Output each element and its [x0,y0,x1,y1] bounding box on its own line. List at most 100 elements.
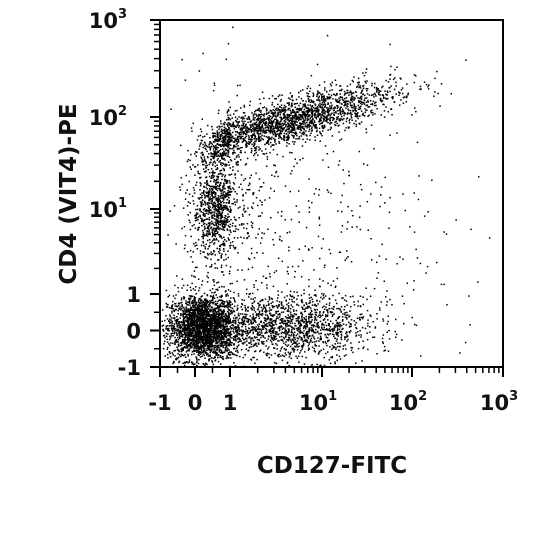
data-point [204,323,206,325]
data-point [209,315,211,318]
data-point [194,316,196,319]
data-point [187,330,190,332]
data-point [208,228,210,231]
data-point [329,333,331,335]
data-point [286,295,288,297]
data-point [180,321,183,323]
data-point [221,305,224,307]
data-point [308,123,310,125]
data-point [233,347,235,350]
data-point [257,313,259,316]
data-point [173,309,175,312]
data-point [285,307,287,309]
data-point [231,312,233,315]
data-point [326,309,329,311]
data-point [203,321,206,323]
data-point [298,345,300,348]
data-point [199,342,202,344]
data-point [199,326,201,328]
data-point [197,172,200,175]
data-point [345,300,348,302]
data-point [229,247,231,249]
data-point [317,326,319,328]
data-point [204,200,206,203]
data-point [228,339,230,342]
data-point [206,308,208,311]
data-point [233,344,235,346]
data-point [220,329,223,332]
data-point [212,161,215,163]
data-point [330,328,332,331]
data-point [401,339,403,341]
data-point [213,319,215,321]
data-point [254,328,257,330]
data-point [230,190,233,193]
data-point [220,197,222,199]
data-point [250,337,252,339]
data-point [209,239,211,241]
data-point [169,314,171,316]
data-point [220,217,222,220]
data-point [195,184,197,186]
data-point [186,329,188,331]
data-point [205,234,207,237]
data-point [320,296,322,299]
data-point [196,329,199,331]
data-point [261,341,263,343]
data-point [206,349,208,352]
data-point [221,209,223,211]
data-point [296,340,299,342]
data-point [186,341,189,344]
data-point [199,331,201,333]
data-point [203,307,206,309]
data-point [289,345,292,348]
data-point [215,318,218,321]
data-point [219,182,222,184]
data-point [230,357,232,359]
data-point [288,353,291,355]
data-point [301,320,304,323]
data-point [240,183,242,185]
data-point [165,289,168,292]
data-point [214,320,216,322]
data-point [227,316,229,318]
data-point [178,331,181,333]
data-point [194,289,196,291]
data-point [311,313,314,316]
data-point [318,326,320,328]
data-point [220,320,223,322]
data-point [211,214,214,217]
data-point [238,330,241,333]
data-point [219,227,221,229]
data-point [200,310,203,312]
data-point [222,321,225,324]
data-point [372,320,374,323]
data-point [213,205,216,208]
data-point [226,327,228,329]
data-point [219,236,221,238]
data-point [260,116,262,118]
data-point [241,242,244,244]
data-point [204,365,206,367]
data-point [276,305,279,308]
data-point [216,267,218,269]
data-point [219,213,222,215]
data-point [260,321,262,323]
data-point [333,306,335,308]
data-point [313,324,315,327]
data-point [208,244,211,247]
data-point [273,164,275,166]
data-point [226,320,229,323]
data-point [212,348,214,350]
data-point [183,326,186,328]
data-point [208,146,210,148]
data-point [245,328,247,330]
data-point [325,309,328,311]
data-point [195,302,197,305]
data-point [308,316,311,319]
data-point [201,327,204,330]
data-point [243,299,245,302]
data-point [221,332,223,334]
data-point [214,303,217,305]
data-point [346,331,348,334]
